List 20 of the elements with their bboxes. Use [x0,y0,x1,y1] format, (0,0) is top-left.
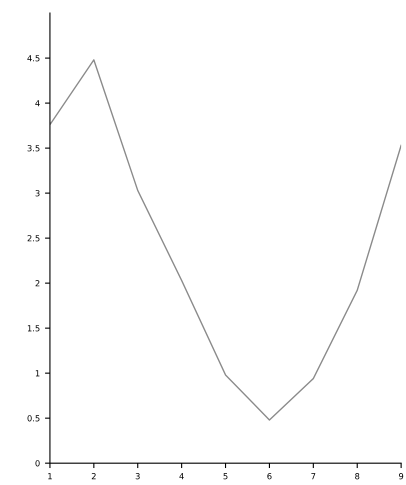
line-series [50,59,402,421]
x-tick-label: 1 [48,473,52,480]
x-tick-label: 4 [179,473,184,480]
x-tick-label: 2 [92,473,96,480]
y-tick-label: 4 [35,100,40,106]
x-tick-label: 3 [136,473,140,480]
y-tick-label: 2.5 [28,235,40,242]
y-tick-label: 1 [36,370,40,376]
y-tick-label: 0.5 [28,415,40,422]
x-tick-label: 8 [355,473,360,480]
y-tick-label: 2 [36,280,40,286]
x-tick-label: 7 [311,473,316,480]
y-tick-label: 1.5 [28,325,40,332]
y-tick-label: 4.5 [27,55,40,62]
y-tick-label: 3 [36,190,40,196]
y-tick-label: 3.5 [28,145,40,152]
x-tick-label: 6 [267,473,272,480]
y-tick-label: 0 [35,460,40,466]
x-tick-label: 5 [224,473,228,480]
x-tick-label: 9 [399,473,404,480]
